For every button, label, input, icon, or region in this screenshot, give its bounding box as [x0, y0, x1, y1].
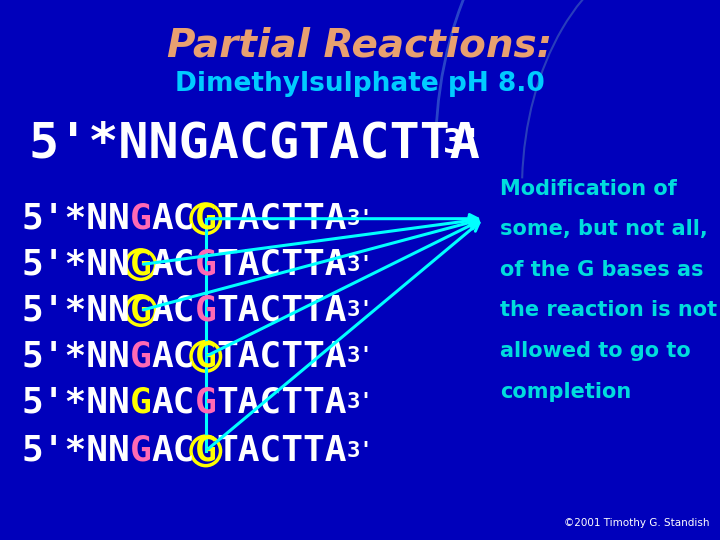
Text: 3': 3'	[443, 126, 483, 160]
Text: AC: AC	[152, 434, 195, 468]
Text: AC: AC	[152, 386, 195, 419]
Text: G: G	[195, 248, 217, 281]
Text: AC: AC	[152, 202, 195, 235]
Text: AC: AC	[152, 340, 195, 373]
Text: 3': 3'	[346, 441, 374, 461]
Text: G: G	[195, 340, 217, 373]
Text: the reaction is not: the reaction is not	[500, 300, 718, 321]
Text: TACTTA: TACTTA	[217, 202, 347, 235]
Text: allowed to go to: allowed to go to	[500, 341, 691, 361]
Text: G: G	[195, 386, 217, 419]
Text: 5'*NN: 5'*NN	[22, 248, 130, 281]
Text: of the G bases as: of the G bases as	[500, 260, 704, 280]
Text: G: G	[195, 202, 217, 235]
Text: 5'*NN: 5'*NN	[22, 434, 130, 468]
Text: TACTTA: TACTTA	[217, 434, 347, 468]
Text: 3': 3'	[346, 392, 374, 413]
Text: 5'*NN: 5'*NN	[22, 202, 130, 235]
Text: G: G	[130, 248, 152, 281]
Text: G: G	[130, 294, 152, 327]
Text: 3': 3'	[346, 346, 374, 367]
Text: AC: AC	[152, 294, 195, 327]
Text: G: G	[130, 434, 152, 468]
Text: 3': 3'	[346, 254, 374, 275]
Text: G: G	[130, 386, 152, 419]
Text: AC: AC	[152, 248, 195, 281]
Text: TACTTA: TACTTA	[217, 386, 347, 419]
Text: 3': 3'	[346, 300, 374, 321]
Text: G: G	[130, 340, 152, 373]
Text: Dimethylsulphate pH 8.0: Dimethylsulphate pH 8.0	[175, 71, 545, 97]
Text: 5'*NN: 5'*NN	[22, 340, 130, 373]
Text: G: G	[195, 434, 217, 468]
Text: 5'*NNGACGTACTTA: 5'*NNGACGTACTTA	[29, 119, 481, 167]
Text: G: G	[130, 202, 152, 235]
Text: 5'*NN: 5'*NN	[22, 294, 130, 327]
Text: 5'*NN: 5'*NN	[22, 386, 130, 419]
Text: some, but not all,: some, but not all,	[500, 219, 708, 240]
Text: TACTTA: TACTTA	[217, 340, 347, 373]
Text: TACTTA: TACTTA	[217, 294, 347, 327]
Text: Modification of: Modification of	[500, 179, 678, 199]
Text: completion: completion	[500, 381, 631, 402]
Text: ©2001 Timothy G. Standish: ©2001 Timothy G. Standish	[564, 518, 709, 528]
Text: G: G	[195, 294, 217, 327]
Text: 3': 3'	[346, 208, 374, 229]
Text: Partial Reactions:: Partial Reactions:	[168, 27, 552, 65]
Text: TACTTA: TACTTA	[217, 248, 347, 281]
